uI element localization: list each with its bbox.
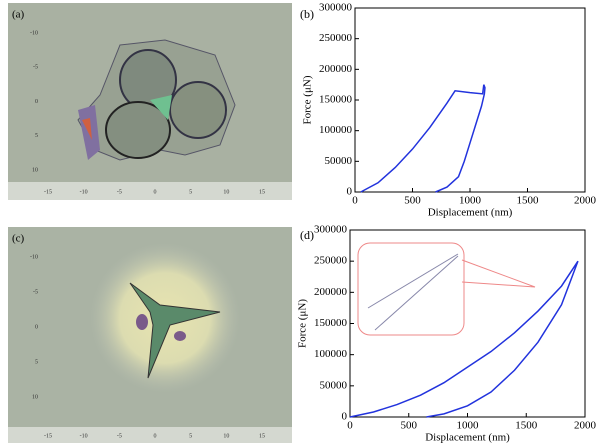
image-x-label: 10	[223, 433, 229, 439]
y-tick-label: 150000	[314, 317, 348, 329]
x-tick-label: 0	[347, 420, 353, 432]
y-tick-label: 250000	[319, 32, 353, 44]
x-tick-label: 500	[401, 420, 418, 432]
image-x-label: -5	[117, 189, 122, 195]
y-tick-label: 0	[347, 186, 353, 198]
x-tick-label: 1000	[457, 420, 480, 432]
panel-label: (a)	[12, 9, 25, 21]
scale-strip-c	[8, 427, 292, 443]
y-tick-label: 0	[342, 411, 348, 423]
inset-callout	[357, 242, 536, 336]
y-tick-label: 200000	[314, 286, 348, 298]
image-y-label: -5	[33, 289, 38, 295]
x-tick-label: 1000	[459, 195, 482, 207]
image-y-label: -10	[30, 30, 38, 36]
image-y-label: 10	[32, 394, 38, 400]
x-tick-label: 2000	[574, 420, 597, 432]
y-tick-label: 100000	[314, 348, 348, 360]
x-axis-label: Displacement (nm)	[425, 432, 510, 444]
image-x-label: -10	[80, 189, 88, 195]
y-axis-label: Force (μN)	[302, 75, 314, 124]
y-axis-label: Force (μN)	[297, 299, 309, 348]
image-y-label: 0	[35, 99, 38, 105]
image-y-label: 0	[35, 324, 38, 330]
x-axis-label: Displacement (nm)	[428, 207, 513, 219]
image-x-label: 15	[259, 433, 265, 439]
crater-a	[77, 39, 236, 161]
scale-strip-a	[8, 182, 292, 200]
image-x-label: 15	[259, 189, 265, 195]
y-tick-label: 250000	[314, 255, 348, 267]
y-tick-label: 300000	[319, 2, 353, 14]
image-x-label: -15	[44, 433, 52, 439]
image-x-label: 10	[223, 189, 229, 195]
image-y-label: 5	[35, 359, 38, 365]
panel-label: (c)	[12, 233, 25, 245]
x-tick-label: 2000	[574, 195, 597, 207]
data-line	[349, 260, 579, 418]
image-y-label: 5	[35, 133, 38, 139]
x-tick-label: 500	[404, 195, 421, 207]
image-x-label: 5	[189, 433, 192, 439]
panel-label: (b)	[300, 7, 314, 21]
data-line	[360, 84, 486, 193]
image-x-label: 0	[154, 433, 157, 439]
plot-frame	[354, 7, 586, 193]
y-tick-label: 50000	[320, 379, 348, 391]
x-tick-label: 0	[352, 195, 358, 207]
image-x-label: 5	[189, 189, 192, 195]
image-x-label: -10	[80, 433, 88, 439]
indent-c	[129, 282, 221, 379]
y-tick-label: 150000	[319, 94, 353, 106]
y-tick-label: 50000	[325, 155, 353, 167]
y-tick-label: 300000	[314, 224, 348, 236]
image-x-label: 0	[154, 189, 157, 195]
image-y-label: -5	[33, 65, 38, 71]
panel-label: (d)	[300, 228, 314, 242]
image-x-label: -15	[44, 189, 52, 195]
image-y-label: -10	[30, 254, 38, 260]
x-tick-label: 1500	[515, 420, 538, 432]
x-tick-label: 1500	[517, 195, 540, 207]
image-y-label: 10	[32, 167, 38, 173]
y-tick-label: 100000	[319, 124, 353, 136]
image-x-label: -5	[117, 433, 122, 439]
y-tick-label: 200000	[319, 63, 353, 75]
